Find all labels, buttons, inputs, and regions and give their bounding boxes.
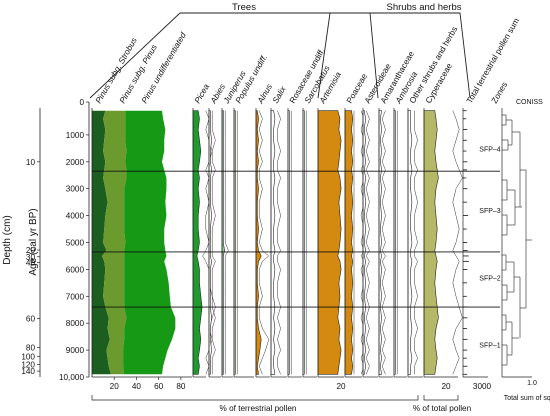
taxon-exag-4 — [258, 110, 270, 375]
taxon-exag-13 — [414, 110, 418, 375]
terrestrial-axis-label: % of terrestrial pollen — [220, 404, 297, 413]
taxon-label-0: Picea — [192, 82, 211, 105]
age-axis-title: Age (cal yr BP) — [28, 208, 39, 275]
age-tick-label: 8000 — [66, 319, 85, 328]
group-brackets: Trees Shrubs and herbs — [89, 2, 471, 99]
zone-label: SFP–2 — [479, 275, 501, 282]
depth-tick-label: 60 — [26, 314, 36, 323]
total-axis-label: % of total pollen — [413, 404, 472, 413]
depth-tick-label: 40 — [26, 258, 36, 267]
taxon-area-0 — [192, 110, 203, 375]
taxon-exag-5 — [277, 110, 281, 375]
coniss-label: CONISS — [516, 99, 543, 106]
taxon-area-9 — [344, 110, 354, 375]
taxon-exag-0 — [202, 110, 216, 375]
depth-tick-label: 20 — [26, 246, 36, 255]
age-tick-label: 6000 — [66, 265, 85, 274]
age-tick-label: 9000 — [66, 346, 85, 355]
depth-tick-label: 80 — [26, 343, 36, 352]
age-tick-label: 7000 — [66, 292, 85, 301]
pine-tick-label: 80 — [176, 382, 186, 391]
terrestrial-tick-label: 20 — [336, 382, 346, 391]
depth-tick-label: 10 — [26, 158, 36, 167]
taxon-area-4 — [255, 110, 262, 375]
pine-series-1 — [92, 110, 111, 375]
taxon-area-1 — [208, 110, 212, 375]
sum-tick-label: 3000 — [473, 382, 492, 391]
sum-label: Total terrestrial pollen sum — [464, 16, 521, 105]
x-axes: 20 40 60 80 20 20 % of terrestrial pollen % of … — [91, 376, 472, 413]
right-panels: 3000 SFP–4 SFP–3 SFP–2 SFP–1 CONISS 1.0 Total s… — [462, 99, 550, 402]
taxon-area-2 — [221, 110, 225, 375]
zone-label: SFP–3 — [479, 208, 501, 215]
taxon-area-8 — [317, 110, 342, 375]
y-axes: 0 1000 2000 3000 4000 5000 6000 7000 8000 9000 10,… — [2, 98, 90, 382]
coniss-tick-label: 1.0 — [527, 380, 537, 387]
taxon-exag-11 — [381, 110, 386, 375]
taxon-area-5 — [270, 110, 276, 375]
zone-lines — [92, 170, 500, 308]
depth-tick-label: 140 — [21, 367, 35, 376]
taxon-exag-14 — [452, 110, 463, 375]
terrestrial-bracket — [91, 395, 419, 401]
shrubs-bracket — [317, 12, 471, 99]
taxon-area-13 — [407, 110, 413, 375]
coniss-axis-label: Total sum of squares — [504, 395, 550, 402]
pine-series-3 — [123, 110, 176, 375]
depth-tick-label: 100 — [21, 352, 35, 361]
taxon-label-4: Alnus — [255, 82, 275, 106]
zone-label: SFP–1 — [479, 343, 501, 350]
taxon-area-14 — [423, 110, 439, 375]
age-tick-label: 3000 — [66, 185, 85, 194]
taxon-exag-2 — [224, 110, 229, 375]
zone-label: SFP–4 — [479, 146, 501, 153]
age-tick-label: 10,000 — [59, 373, 84, 382]
total-tick-label: 20 — [441, 382, 451, 391]
age-tick-label: 5000 — [66, 239, 85, 248]
pine-series-2 — [102, 110, 127, 375]
pine-label-1: Pinus subg. Strobus — [93, 36, 139, 105]
trees-bracket — [89, 12, 379, 99]
taxon-area-11 — [378, 110, 382, 375]
total-bracket — [423, 395, 459, 401]
age-tick-label: 2000 — [66, 158, 85, 167]
depth-tick-label: 30 — [26, 253, 36, 262]
depth-axis-title: Depth (cm) — [2, 215, 13, 264]
taxon-exag-10 — [365, 110, 370, 375]
age-tick-label: 1000 — [66, 131, 85, 140]
pine-tick-label: 20 — [110, 382, 120, 391]
taxon-panels — [91, 108, 463, 377]
depth-tick-label: 120 — [21, 361, 35, 370]
pine-tick-label: 40 — [132, 382, 142, 391]
age-tick-label: 4000 — [66, 212, 85, 221]
taxon-area-10 — [362, 110, 366, 375]
taxon-exag-1 — [211, 110, 216, 375]
zones-label: Zones — [489, 80, 509, 105]
trees-group-label: Trees — [232, 2, 256, 13]
shrubs-group-label: Shrubs and herbs — [387, 2, 462, 13]
age-tick-label: 0 — [79, 98, 84, 107]
pine-tick-label: 60 — [154, 382, 164, 391]
